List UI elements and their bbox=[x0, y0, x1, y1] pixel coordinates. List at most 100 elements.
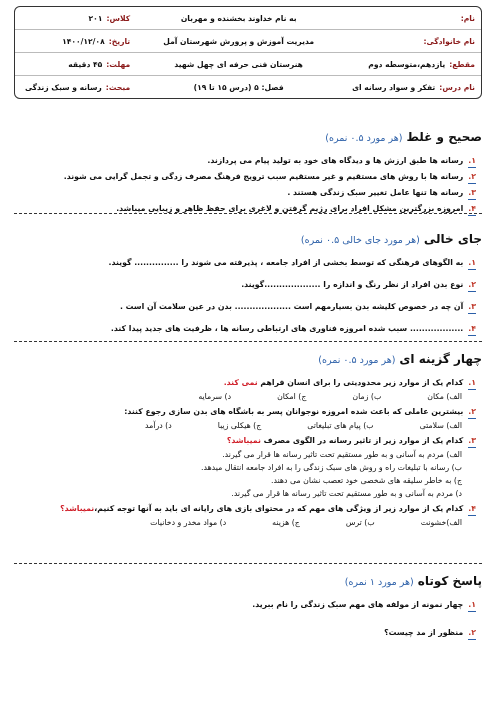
question-number: ۲. bbox=[468, 626, 476, 640]
field-label: مهلت: bbox=[106, 59, 131, 69]
section-name: جای خالی bbox=[423, 232, 482, 246]
section-score: (هر مورد جای خالی ۰.۵ نمره) bbox=[300, 235, 420, 246]
section: جای خالی(هر مورد جای خالی ۰.۵ نمره) ۱. به … bbox=[14, 232, 482, 344]
header-center: هنرستان فنی حرفه ای چهل شهید bbox=[136, 53, 342, 76]
header-row: نام: به نام خداوند بخشنده و مهربان کلاس:۲۰… bbox=[15, 7, 481, 30]
section: صحیح و غلط(هر مورد ۰.۵ نمره) ۱. رسانه ها ط… bbox=[14, 130, 482, 218]
options: الف) سلامتی ب) پیام های تبلیغاتی ج) هیکلی … bbox=[14, 419, 476, 432]
question-text: .................. سبب شده امروزه فناوری… bbox=[110, 324, 464, 333]
section-title: جای خالی(هر مورد جای خالی ۰.۵ نمره) bbox=[14, 232, 482, 246]
question-number: ۲. bbox=[468, 405, 476, 419]
option: ج) به خاطر سلیقه های شخصی خود تعصب نشان … bbox=[271, 476, 462, 485]
question: ۳. رسانه ها تنها عامل تغییر سبک زندگی هست… bbox=[14, 186, 476, 200]
question-text: رسانه ها با روش های مستقیم و غیر مستقیم … bbox=[63, 172, 464, 181]
question-emphasis: نمیباشد؟ bbox=[60, 504, 95, 513]
question: ۴. .................. سبب شده امروزه فناو… bbox=[14, 322, 476, 336]
question: ۲. بیشترین عاملی که باعث شده امروزه نوجوا… bbox=[14, 405, 476, 432]
option: ب) پیام های تبلیغاتی bbox=[307, 421, 374, 430]
option: الف) مردم به آسانی و به طور مستقیم تحت ت… bbox=[222, 450, 462, 459]
header-table: نام: به نام خداوند بخشنده و مهربان کلاس:۲۰… bbox=[14, 6, 482, 99]
question-text: چهار نمونه از مولفه های مهم سبک زندگی را… bbox=[252, 600, 464, 609]
options: الف)خشونت ب) ترس ج) هزینه د) مواد مخدر و دخ… bbox=[14, 516, 476, 529]
option: ج) امکان bbox=[277, 392, 307, 401]
section-name: پاسخ کوتاه bbox=[417, 574, 482, 588]
separator bbox=[14, 563, 482, 564]
field-label: نام خانوادگی: bbox=[423, 36, 475, 46]
question-text: رسانه ها طبق ارزش ها و دیدگاه های خود به… bbox=[207, 156, 464, 165]
question-text: بیشترین عاملی که باعث شده امروزه نوجوانا… bbox=[124, 407, 464, 416]
section-title: چهار گزینه ای(هر مورد ۰.۵ نمره) bbox=[14, 352, 482, 366]
question-text: به الگوهای فرهنگی که توسط بخشی از افراد … bbox=[108, 258, 464, 267]
header-center: به نام خداوند بخشنده و مهربان bbox=[136, 7, 342, 30]
question-number: ۳. bbox=[468, 300, 476, 314]
header-cell: کلاس:۲۰۱ bbox=[15, 7, 137, 30]
header-cell: نام درس:تفکر و سواد رسانه ای bbox=[341, 76, 481, 98]
option: ج) هزینه bbox=[272, 518, 300, 527]
question-text: رسانه ها تنها عامل تغییر سبک زندگی هستند… bbox=[287, 188, 464, 197]
options: الف) مردم به آسانی و به طور مستقیم تحت ت… bbox=[14, 448, 476, 500]
separator bbox=[14, 213, 482, 214]
question-text: منظور از مد چیست؟ bbox=[384, 628, 464, 637]
question-text: کدام یک از موارد زیر از ویژگی های مهم که… bbox=[94, 504, 464, 513]
header-row: نام خانوادگی: مدیریت آموزش و پرورش شهرستا… bbox=[15, 30, 481, 53]
field-label: مقطع: bbox=[449, 59, 475, 69]
field-label: مبحث: bbox=[105, 82, 131, 92]
option: د) سرمایه bbox=[198, 392, 232, 401]
question-number: ۲. bbox=[468, 170, 476, 184]
options: الف) مکان ب) زمان ج) امکان د) سرمایه bbox=[14, 390, 476, 403]
question: ۳. کدام یک از موارد زیر از تاثیر رسانه در… bbox=[14, 434, 476, 500]
header-cell: مبحث:رسانه و سبک زندگی bbox=[15, 76, 136, 98]
question-text: نوع بدن افراد از نظر رنگ و اندازه را ...… bbox=[241, 280, 464, 289]
question-number: ۴. bbox=[468, 502, 476, 516]
header-cell: نام خانوادگی: bbox=[341, 30, 481, 53]
field-value: یازدهم،متوسطه دوم bbox=[368, 59, 446, 69]
section-name: صحیح و غلط bbox=[406, 130, 482, 144]
question: ۱. رسانه ها طبق ارزش ها و دیدگاه های خود … bbox=[14, 154, 476, 168]
question: ۴. امروزه بزرگترین مشکل افراد برای رژیم گ… bbox=[14, 202, 476, 216]
option: الف) سلامتی bbox=[419, 421, 462, 430]
section-score: (هر مورد ۰.۵ نمره) bbox=[325, 133, 403, 144]
question: ۲. منظور از مد چیست؟ bbox=[14, 626, 476, 640]
header-cell: تاریخ:۱۴۰۰/۱۲/۰۸ bbox=[15, 30, 137, 53]
question: ۲. نوع بدن افراد از نظر رنگ و اندازه را .… bbox=[14, 278, 476, 292]
question-text: آن چه در خصوص کلیشه بدن بسیارمهم است ...… bbox=[119, 302, 464, 311]
question: ۱. چهار نمونه از مولفه های مهم سبک زندگی … bbox=[14, 598, 476, 612]
section-score: (هر مورد ۱ نمره) bbox=[344, 577, 414, 588]
field-value: رسانه و سبک زندگی bbox=[24, 82, 102, 92]
question-number: ۳. bbox=[468, 186, 476, 200]
question-emphasis: نمیباشد؟ bbox=[226, 436, 261, 445]
field-label: نام درس: bbox=[439, 82, 475, 92]
question-number: ۴. bbox=[468, 202, 476, 216]
option: الف)خشونت bbox=[420, 518, 462, 527]
field-label: تاریخ: bbox=[108, 36, 131, 46]
header-row: نام درس:تفکر و سواد رسانه ای فصل: ۵ (درس … bbox=[15, 76, 481, 98]
question-number: ۱. bbox=[468, 376, 476, 390]
option: د) مردم به آسانی و به طور مستقیم تحت تاث… bbox=[231, 489, 462, 498]
question: ۲. رسانه ها با روش های مستقیم و غیر مستقی… bbox=[14, 170, 476, 184]
question-number: ۲. bbox=[468, 278, 476, 292]
option: ج) هیکلی زیبا bbox=[217, 421, 262, 430]
question-number: ۱. bbox=[468, 598, 476, 612]
field-value: تفکر و سواد رسانه ای bbox=[352, 82, 436, 92]
option: الف) مکان bbox=[427, 392, 462, 401]
question-text: کدام یک از موارد زیر از تاثیر رسانه در ا… bbox=[260, 436, 464, 445]
header-center: مدیریت آموزش و پرورش شهرستان آمل bbox=[136, 30, 342, 53]
question: ۱. به الگوهای فرهنگی که توسط بخشی از افرا… bbox=[14, 256, 476, 270]
header-cell: نام: bbox=[341, 7, 481, 30]
question-number: ۱. bbox=[468, 256, 476, 270]
field-label: نام: bbox=[460, 13, 475, 23]
option: د) درآمد bbox=[145, 421, 172, 430]
question: ۳. آن چه در خصوص کلیشه بدن بسیارمهم است .… bbox=[14, 300, 476, 314]
section-name: چهار گزینه ای bbox=[399, 352, 482, 366]
header-cell: مهلت:۴۵ دقیقه bbox=[15, 53, 137, 76]
header-row: مقطع:یازدهم،متوسطه دوم هنرستان فنی حرفه ا… bbox=[15, 53, 481, 76]
section: چهار گزینه ای(هر مورد ۰.۵ نمره) ۱. کدام یک… bbox=[14, 352, 482, 531]
option: د) مواد مخدر و دخانیات bbox=[150, 518, 227, 527]
header-center: فصل: ۵ (درس ۱۵ تا ۱۹) bbox=[193, 82, 284, 92]
field-value: ۱۴۰۰/۱۲/۰۸ bbox=[62, 36, 105, 46]
section-score: (هر مورد ۰.۵ نمره) bbox=[318, 355, 396, 366]
question: ۱. کدام یک از موارد زیر محدودیتی را برای … bbox=[14, 376, 476, 403]
field-label: کلاس: bbox=[106, 13, 131, 23]
